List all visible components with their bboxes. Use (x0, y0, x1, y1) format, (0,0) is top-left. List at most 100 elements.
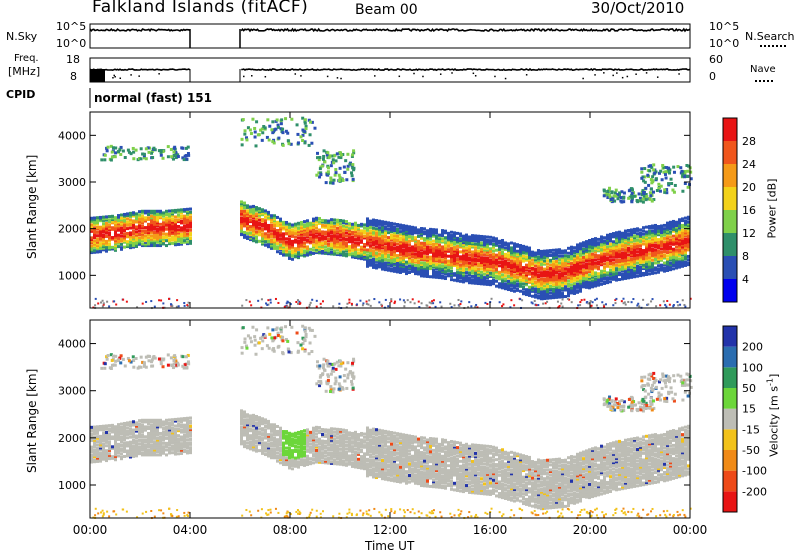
velocity-cell (132, 448, 135, 452)
power-cell (255, 227, 258, 231)
velocity-cell (363, 435, 366, 439)
velocity-cell (294, 459, 297, 463)
velocity-cell (123, 421, 126, 425)
power-cell (183, 208, 186, 212)
velocity-cell (498, 480, 501, 484)
velocity-cell (468, 454, 471, 458)
velocity-cell (249, 417, 252, 421)
power-cell (153, 235, 156, 239)
velocity-cell (462, 483, 465, 487)
velocity-cell (450, 459, 453, 463)
power-cell (183, 221, 186, 225)
velocity-cell (114, 425, 117, 429)
velocity-cell (366, 474, 369, 478)
power-cell (261, 237, 264, 241)
velocity-cell (432, 443, 435, 447)
velocity-cell (276, 446, 279, 450)
velocity-cell (459, 486, 462, 490)
velocity-cell (324, 446, 327, 450)
velocity-cell (477, 490, 480, 494)
power-cell (114, 240, 117, 244)
power-cell (345, 247, 348, 251)
velocity-cell (318, 429, 321, 433)
velocity-cell (189, 424, 192, 428)
power-cell (354, 234, 357, 238)
power-cell (498, 256, 501, 260)
power-cell (93, 244, 96, 248)
velocity-cell (426, 458, 429, 462)
velocity-cell (126, 423, 129, 427)
velocity-cell (189, 433, 192, 437)
power-cell (153, 242, 156, 246)
velocity-cell (129, 422, 132, 426)
power-cell (480, 241, 483, 245)
power-cell (468, 281, 471, 285)
power-cell (432, 246, 435, 250)
velocity-cell (405, 448, 408, 452)
power-cell (141, 237, 144, 241)
power-cell (180, 239, 183, 243)
power-cell (408, 270, 411, 274)
power-cell (297, 239, 300, 243)
velocity-cell (402, 466, 405, 470)
velocity-cell (444, 478, 447, 482)
power-cell (465, 271, 468, 275)
velocity-cell (306, 441, 309, 445)
velocity-cell (330, 447, 333, 451)
velocity-cell (432, 483, 435, 487)
power-cell (240, 211, 243, 215)
power-cell (372, 218, 375, 222)
power-cell (381, 238, 384, 242)
velocity-cell (459, 489, 462, 493)
velocity-cell (288, 433, 291, 437)
velocity-cell (369, 432, 372, 436)
velocity-cell (123, 454, 126, 458)
velocity-cell (441, 486, 444, 490)
power-cell (354, 256, 357, 260)
velocity-cell (351, 464, 354, 468)
velocity-cell (246, 434, 249, 438)
velocity-cell (450, 446, 453, 450)
velocity-cell (372, 460, 375, 464)
velocity-cell (315, 455, 318, 459)
velocity-cell (147, 445, 150, 449)
power-cell (303, 220, 306, 224)
power-cell (495, 243, 498, 247)
power-cell (387, 249, 390, 253)
velocity-cell (96, 436, 99, 440)
power-cell (309, 241, 312, 245)
velocity-cell (108, 447, 111, 451)
velocity-cell (456, 477, 459, 481)
velocity-cell (381, 472, 384, 476)
power-cell (300, 234, 303, 238)
power-cell (126, 222, 129, 226)
power-cell (411, 235, 414, 239)
power-cell (435, 251, 438, 255)
velocity-cell (366, 434, 369, 438)
power-cell (189, 228, 192, 232)
power-cell (321, 233, 324, 237)
velocity-cell (363, 439, 366, 443)
velocity-cell (426, 441, 429, 445)
power-cell (306, 224, 309, 228)
power-cell (342, 240, 345, 244)
velocity-cell (117, 431, 120, 435)
power-cell (147, 240, 150, 244)
velocity-cell (333, 442, 336, 446)
velocity-cell (486, 453, 489, 457)
velocity-cell (243, 422, 246, 426)
velocity-cell (471, 463, 474, 467)
velocity-cell (483, 454, 486, 458)
power-cell (483, 240, 486, 244)
velocity-cell (186, 449, 189, 453)
velocity-cell (174, 436, 177, 440)
power-cell (303, 225, 306, 229)
power-cell (114, 239, 117, 243)
velocity-cell (414, 456, 417, 460)
power-cell (339, 243, 342, 247)
velocity-cell (495, 446, 498, 450)
power-cell (420, 271, 423, 275)
velocity-cell (105, 427, 108, 431)
power-cell (282, 251, 285, 255)
power-cell (390, 238, 393, 242)
